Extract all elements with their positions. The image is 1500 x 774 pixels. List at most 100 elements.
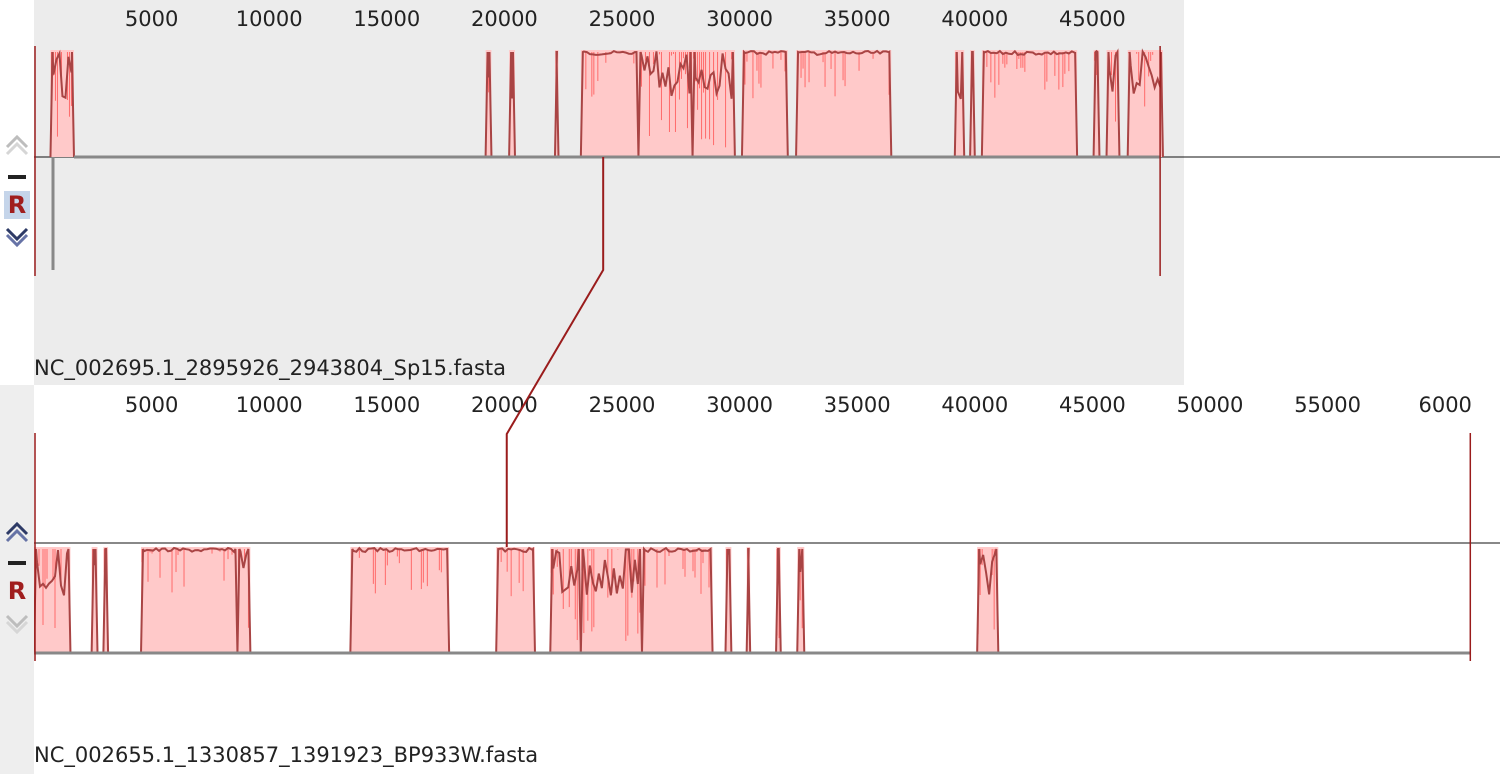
lcb-fill — [580, 50, 639, 157]
lcb-block — [579, 547, 643, 654]
lcb-profile — [553, 51, 560, 158]
lcb-fill — [1093, 50, 1100, 157]
lcb-block — [549, 547, 582, 654]
lcb-profile — [796, 548, 806, 654]
chevron-down-icon — [5, 227, 29, 248]
lcb-fill — [485, 50, 492, 157]
lcb-profile — [579, 49, 640, 158]
ruler-tick-label: 20000 — [471, 7, 538, 31]
lcb-profile — [49, 49, 75, 158]
lcb-profile — [976, 548, 1000, 654]
ruler-tick-label: 45000 — [1059, 7, 1126, 31]
lcb-block — [724, 547, 733, 654]
lcb-block — [969, 50, 976, 158]
lcb-profile — [980, 49, 1079, 158]
lcb-block — [236, 547, 252, 654]
ruler-tick-label: 40000 — [941, 7, 1008, 31]
genome1-hide-button[interactable] — [4, 170, 30, 184]
lcb-block — [102, 547, 110, 654]
lcb-fill — [141, 547, 238, 653]
lcb-block — [953, 50, 966, 158]
genome1-move-down-button[interactable] — [4, 226, 30, 248]
genome2-reverse-button[interactable]: R — [7, 577, 27, 605]
genome2-move-up-button[interactable] — [4, 521, 30, 543]
ruler-tick-label: 10000 — [236, 7, 303, 31]
lcb-profile — [484, 51, 493, 158]
lcb-block — [976, 547, 1000, 654]
lcb-block — [1126, 48, 1164, 158]
ruler-tick-label: 30000 — [706, 393, 773, 417]
lcb-fill — [725, 547, 732, 653]
lcb-profile — [1092, 49, 1101, 158]
lcb-block — [553, 50, 560, 158]
ruler-tick-label: 50000 — [1177, 393, 1244, 417]
genome2-controls: R — [0, 385, 34, 774]
lcb-fill — [103, 547, 109, 653]
lcb-profile — [640, 546, 714, 654]
lcb-fill — [977, 547, 999, 653]
lcb-block — [579, 49, 640, 158]
lcb-fill — [954, 50, 965, 157]
lcb-profile — [34, 548, 72, 654]
ruler-tick-label: 10000 — [236, 393, 303, 417]
chevron-up-icon — [5, 521, 29, 543]
lcb-block — [508, 50, 516, 158]
lcb-profile — [102, 548, 110, 654]
lcb-profile — [236, 548, 252, 654]
lcb-fill — [509, 50, 515, 157]
lcb-block — [495, 546, 536, 654]
genome2-hide-button[interactable] — [4, 556, 30, 570]
chevron-down-icon — [5, 614, 29, 635]
genome1-move-up-button[interactable] — [4, 134, 30, 156]
lcb-fill — [91, 547, 98, 653]
lcb-profile — [579, 548, 643, 654]
lcb-block — [745, 547, 752, 654]
genome2-name: NC_002655.1_1330857_1391923_BP933W.fasta — [34, 743, 539, 767]
lcb-profile — [745, 548, 752, 654]
minus-icon — [8, 561, 26, 565]
lcb-profile — [953, 51, 966, 158]
lcb-profile — [140, 546, 239, 654]
ruler-tick-label: 20000 — [471, 393, 538, 417]
lcb-block — [775, 547, 782, 654]
genome1-name: NC_002695.1_2895926_2943804_Sp15.fasta — [34, 356, 506, 380]
ruler-tick-label: 30000 — [706, 7, 773, 31]
lcb-block — [796, 547, 806, 654]
ruler-tick-label: 25000 — [589, 7, 656, 31]
track-background-blank — [1184, 0, 1500, 385]
lcb-fill — [1127, 50, 1163, 157]
lcb-fill — [350, 547, 450, 653]
ruler-tick-label: 5000 — [125, 7, 178, 31]
lcb-profile — [969, 51, 976, 158]
lcb-profile — [740, 49, 789, 158]
chevron-up-icon — [5, 134, 29, 156]
lcb-profile — [691, 51, 736, 158]
lcb-profile — [549, 548, 582, 654]
lcb-block — [90, 547, 99, 654]
lcb-fill — [797, 547, 805, 653]
lcb-block — [980, 49, 1079, 158]
track-background — [34, 385, 1500, 774]
ruler-tick-label: 15000 — [353, 393, 420, 417]
ruler-tick-label: 35000 — [824, 393, 891, 417]
lcb-fill — [34, 547, 71, 653]
lcb-block — [640, 546, 714, 654]
lcb-profile — [1105, 48, 1121, 158]
genome1-track[interactable]: 5000 10000 15000 20000 25000 30000 35000 40000 4… — [34, 0, 1500, 385]
genome2-panel[interactable]: 5000 10000 15000 20000 25000 30000 35000 40000 4… — [34, 385, 1500, 774]
lcb-block — [740, 49, 789, 158]
ruler-tick-label: 35000 — [824, 7, 891, 31]
lcb-block — [349, 546, 451, 654]
lcb-block — [795, 49, 893, 158]
genome2-track[interactable]: 5000 10000 15000 20000 25000 30000 35000 40000 4… — [34, 385, 1500, 774]
lcb-fill — [776, 547, 781, 653]
genome1-panel[interactable]: 5000 10000 15000 20000 25000 30000 35000 40000 4… — [34, 0, 1500, 385]
genome1-reverse-button[interactable]: R — [4, 191, 30, 219]
lcb-fill — [970, 50, 975, 157]
ruler-tick-label: 6000 — [1418, 393, 1471, 417]
ruler-tick-label: 5000 — [125, 393, 178, 417]
ruler-tick-label: 45000 — [1059, 393, 1126, 417]
genome1-controls: R — [0, 0, 34, 385]
lcb-profile — [775, 548, 782, 654]
genome2-move-down-button[interactable] — [4, 613, 30, 635]
